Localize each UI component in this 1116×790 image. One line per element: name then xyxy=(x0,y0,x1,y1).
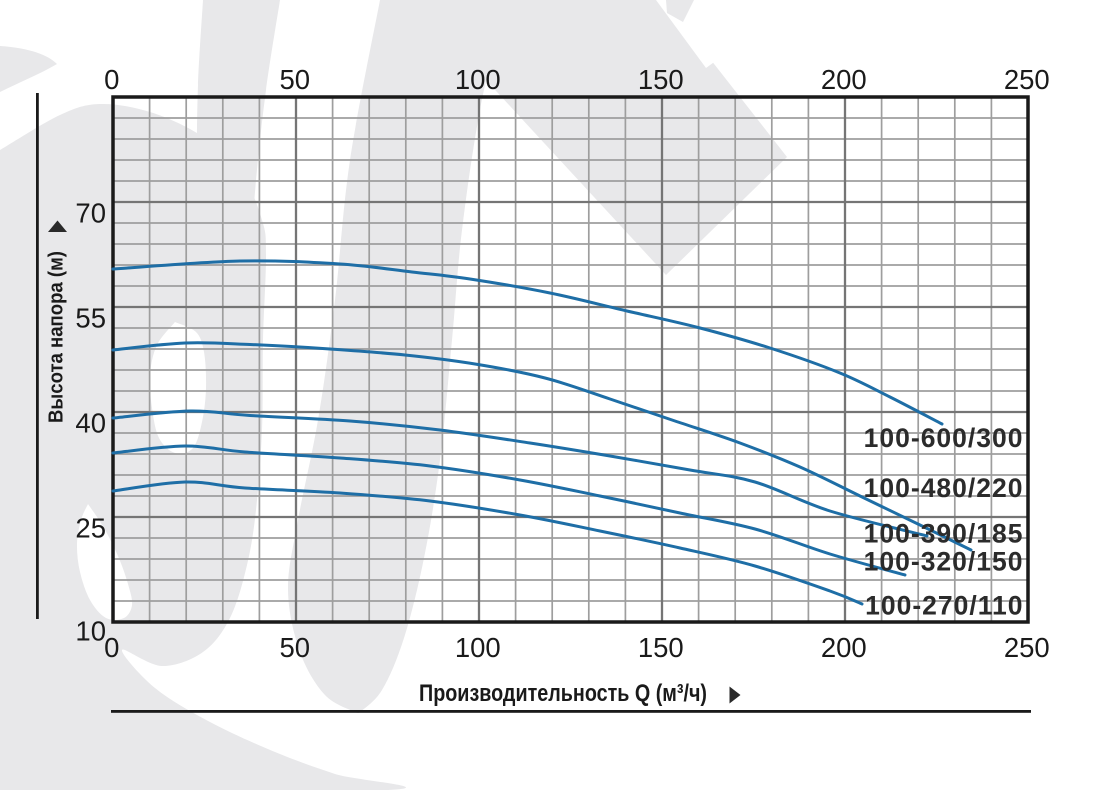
svg-text:250: 250 xyxy=(1004,64,1050,95)
svg-text:10: 10 xyxy=(75,616,106,647)
svg-text:50: 50 xyxy=(280,632,311,663)
svg-text:Высота напора (м): Высота напора (м) xyxy=(45,251,68,423)
svg-text:40: 40 xyxy=(75,407,106,438)
svg-text:200: 200 xyxy=(821,64,867,95)
svg-text:100-270/110: 100-270/110 xyxy=(865,591,1023,621)
svg-text:100-320/150: 100-320/150 xyxy=(864,547,1024,577)
svg-text:100: 100 xyxy=(455,632,501,663)
svg-text:70: 70 xyxy=(75,197,106,228)
svg-text:55: 55 xyxy=(75,302,106,333)
svg-text:150: 150 xyxy=(638,64,684,95)
svg-text:100-600/300: 100-600/300 xyxy=(864,423,1024,453)
svg-text:100-480/220: 100-480/220 xyxy=(864,473,1024,503)
svg-text:Производительность Q (м³/ч): Производительность Q (м³/ч) xyxy=(419,680,707,707)
svg-text:150: 150 xyxy=(638,632,684,663)
svg-text:50: 50 xyxy=(280,64,311,95)
svg-text:250: 250 xyxy=(1004,632,1050,663)
svg-text:25: 25 xyxy=(75,512,106,543)
svg-text:100: 100 xyxy=(455,64,501,95)
svg-text:200: 200 xyxy=(821,632,867,663)
svg-text:0: 0 xyxy=(104,632,119,663)
svg-text:100-390/185: 100-390/185 xyxy=(864,518,1024,548)
svg-text:0: 0 xyxy=(104,64,119,95)
